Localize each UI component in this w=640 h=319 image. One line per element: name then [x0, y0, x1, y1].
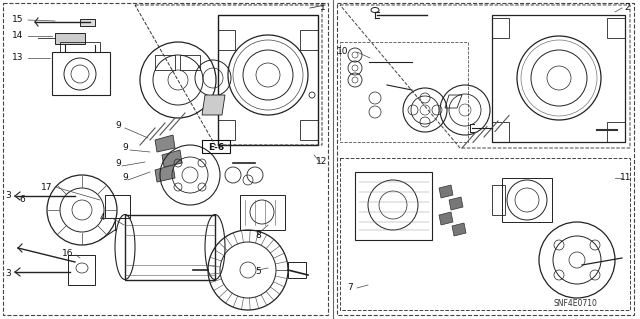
Bar [337, 3, 634, 315]
Bar [202, 140, 230, 153]
Bar [3, 3, 328, 315]
Text: 10: 10 [337, 48, 349, 56]
Text: 9: 9 [122, 174, 128, 182]
Text: 15: 15 [12, 16, 24, 25]
Polygon shape [155, 165, 175, 182]
Polygon shape [80, 19, 95, 26]
Text: 2: 2 [624, 4, 630, 12]
Text: 9: 9 [122, 144, 128, 152]
Text: 16: 16 [62, 249, 74, 258]
Polygon shape [439, 185, 453, 198]
Polygon shape [202, 95, 225, 115]
Text: SNF4E0710: SNF4E0710 [553, 299, 597, 308]
Polygon shape [449, 197, 463, 210]
Text: 9: 9 [115, 160, 121, 168]
Text: 17: 17 [41, 183, 52, 192]
Text: 1: 1 [320, 4, 326, 12]
Text: 6: 6 [19, 196, 25, 204]
Text: 3: 3 [5, 270, 11, 278]
Text: E-6: E-6 [208, 143, 224, 152]
Polygon shape [452, 223, 466, 236]
Polygon shape [439, 212, 453, 225]
Polygon shape [155, 135, 175, 152]
Text: 13: 13 [12, 54, 24, 63]
Text: 8: 8 [255, 231, 261, 240]
Text: 11: 11 [620, 174, 632, 182]
Text: 9: 9 [115, 122, 121, 130]
Text: 4: 4 [99, 213, 105, 222]
Text: 12: 12 [316, 158, 328, 167]
Bar [340, 42, 468, 142]
Text: 14: 14 [12, 32, 24, 41]
Polygon shape [55, 33, 85, 44]
Text: 5: 5 [255, 268, 261, 277]
Polygon shape [162, 150, 182, 167]
Text: 3: 3 [5, 191, 11, 201]
Text: 7: 7 [347, 284, 353, 293]
